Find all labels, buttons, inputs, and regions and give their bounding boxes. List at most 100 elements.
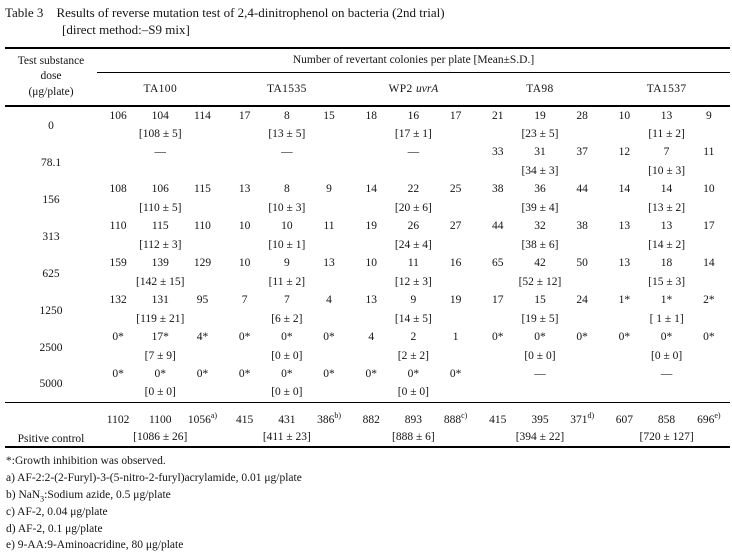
mean-sd-value: [108 ± 5] bbox=[138, 127, 182, 140]
mean-sd-value: [12 ± 3] bbox=[394, 275, 432, 288]
plate-count: 1056a) bbox=[187, 411, 218, 426]
dose-value: 2500 bbox=[39, 341, 63, 354]
mean-sd-value: [720 ± 127] bbox=[639, 430, 694, 443]
mean-sd-value: [38 ± 6] bbox=[521, 238, 559, 251]
values-row: 5000 0* 0* 0* 0* 0* 0* 0* 0* 0* — — bbox=[5, 365, 730, 390]
plate-count: 26 bbox=[407, 220, 420, 232]
plate-count: 1102 bbox=[106, 414, 130, 426]
plate-count: 12 bbox=[618, 146, 631, 158]
plate-count: 8 bbox=[283, 183, 290, 195]
mean-sd-value: [10 ± 3] bbox=[268, 201, 306, 214]
plate-count: 0* bbox=[407, 368, 420, 380]
plate-count: 0* bbox=[534, 331, 546, 343]
footnote-d: d) AF-2, 0.1 μg/plate bbox=[6, 522, 103, 535]
plate-count: 19 bbox=[534, 109, 546, 122]
plate-count: 0* bbox=[112, 331, 124, 343]
mean-sd-value: [119 ± 21] bbox=[136, 312, 185, 325]
mean-row: [1086 ± 26] [411 ± 23] [888 ± 6] [394 ± 22]… bbox=[5, 427, 730, 447]
plate-count: 0* bbox=[618, 331, 631, 343]
mean-sd-value: [411 ± 23] bbox=[262, 430, 311, 443]
plate-count: 16 bbox=[407, 109, 420, 122]
plate-count: 18 bbox=[365, 109, 377, 122]
plate-count: 10 bbox=[703, 183, 715, 195]
strain-header-ta100: TA100 bbox=[97, 72, 224, 107]
plate-count: 139 bbox=[151, 257, 169, 269]
plate-count: 106 bbox=[151, 183, 169, 195]
plate-count: 4 bbox=[326, 294, 332, 306]
plate-count: 32 bbox=[534, 220, 546, 232]
dose-value: 156 bbox=[42, 193, 60, 206]
mean-row: [142 ± 15] [11 ± 2] [12 ± 3] [52 ± 12] [15 ±… bbox=[5, 272, 730, 291]
plate-count: 13 bbox=[660, 220, 673, 232]
mean-sd-value: [ 1 ± 1] bbox=[649, 312, 684, 325]
plate-count: 858 bbox=[657, 414, 676, 426]
table-title: Table 3 Results of reverse mutation test … bbox=[5, 5, 730, 38]
dose-value: 313 bbox=[42, 230, 60, 243]
plate-count: 0* bbox=[323, 368, 335, 380]
strain-header-row: TA100 TA1535 WP2 uvrA TA98 TA1537 bbox=[5, 72, 730, 107]
footnote-c: c) AF-2, 0.04 μg/plate bbox=[6, 505, 108, 518]
plate-count: 8 bbox=[283, 109, 290, 122]
colonies-span-header: Number of revertant colonies per plate [… bbox=[97, 48, 730, 73]
mean-sd-value: [14 ± 5] bbox=[394, 312, 432, 325]
mean-row: [110 ± 5] [10 ± 3] [20 ± 6] [39 ± 4] [13 ± 2… bbox=[5, 198, 730, 217]
plate-count: 38 bbox=[576, 220, 588, 232]
no-data-dash: — bbox=[407, 146, 420, 158]
plate-count: 17* bbox=[151, 331, 169, 343]
plate-count: 893 bbox=[404, 414, 423, 426]
mean-sd-value: [34 ± 3] bbox=[521, 164, 559, 177]
plate-count: 607 bbox=[615, 414, 633, 426]
mean-sd-value: [0 ± 0] bbox=[651, 349, 683, 362]
plate-count: 17 bbox=[238, 109, 251, 122]
plate-count: 0* bbox=[281, 331, 293, 343]
mean-sd-value: [15 ± 3] bbox=[648, 275, 686, 288]
plate-count: 13 bbox=[365, 294, 377, 306]
positive-control-label: Psitive control bbox=[17, 433, 85, 445]
plate-count: 0* bbox=[576, 331, 588, 343]
plate-count: 0* bbox=[281, 368, 293, 380]
mean-sd-value: [19 ± 5] bbox=[521, 312, 559, 325]
mean-sd-value: [11 ± 2] bbox=[648, 127, 685, 140]
mean-sd-value: [10 ± 3] bbox=[648, 164, 686, 177]
mean-row: [0 ± 0] [0 ± 0] [0 ± 0] bbox=[5, 383, 730, 402]
plate-count: 10 bbox=[238, 220, 251, 232]
mean-sd-value: [39 ± 4] bbox=[521, 201, 559, 214]
plate-count: 33 bbox=[492, 146, 504, 158]
mean-row: [108 ± 5] [13 ± 5] [17 ± 1] [23 ± 5] [11 ± 2… bbox=[5, 124, 730, 143]
mean-empty bbox=[97, 161, 224, 180]
dose-header-line2: dose bbox=[40, 70, 62, 83]
mean-sd-value: [112 ± 3] bbox=[139, 238, 182, 251]
plate-count: 1* bbox=[660, 294, 673, 306]
mean-sd-value: [11 ± 2] bbox=[268, 275, 306, 288]
plate-count: 888c) bbox=[443, 411, 468, 426]
mean-sd-value: [6 ± 2] bbox=[271, 312, 303, 325]
mean-empty bbox=[603, 383, 730, 402]
plate-count: 0* bbox=[196, 368, 209, 380]
mean-sd-value: [52 ± 12] bbox=[518, 275, 562, 288]
plate-count: 395 bbox=[531, 414, 549, 426]
plate-count: 16 bbox=[449, 257, 462, 269]
plate-count: 9 bbox=[705, 109, 712, 122]
dose-value: 1250 bbox=[39, 304, 63, 317]
plate-count: 24 bbox=[576, 294, 588, 306]
plate-count: 10 bbox=[618, 109, 631, 122]
mean-sd-value: [110 ± 5] bbox=[139, 201, 182, 214]
dose-value: 0 bbox=[48, 120, 54, 132]
mean-sd-value: [888 ± 6] bbox=[392, 430, 435, 443]
mean-sd-value: [17 ± 1] bbox=[394, 127, 432, 140]
plate-count: 17 bbox=[492, 294, 504, 306]
plate-count: 25 bbox=[449, 183, 462, 195]
plate-count: 21 bbox=[492, 109, 504, 122]
plate-count: 10 bbox=[281, 220, 293, 232]
mean-sd-value: [394 ± 22] bbox=[515, 430, 565, 443]
plate-count: 14 bbox=[618, 183, 631, 195]
mean-sd-value: [13 ± 2] bbox=[648, 201, 686, 214]
mean-sd-value: [2 ± 2] bbox=[397, 349, 430, 362]
values-row: 2500 0* 17* 4* 0* 0* 0* 4 2 1 0* 0* 0* 0* 0* 0* bbox=[5, 328, 730, 354]
plate-count: 18 bbox=[660, 257, 673, 269]
mean-sd-value: [24 ± 4] bbox=[394, 238, 432, 251]
plate-count: 37 bbox=[576, 146, 588, 158]
mean-sd-value: [20 ± 6] bbox=[394, 201, 432, 214]
plate-count: 386b) bbox=[317, 411, 341, 426]
plate-count: 0* bbox=[703, 331, 715, 343]
